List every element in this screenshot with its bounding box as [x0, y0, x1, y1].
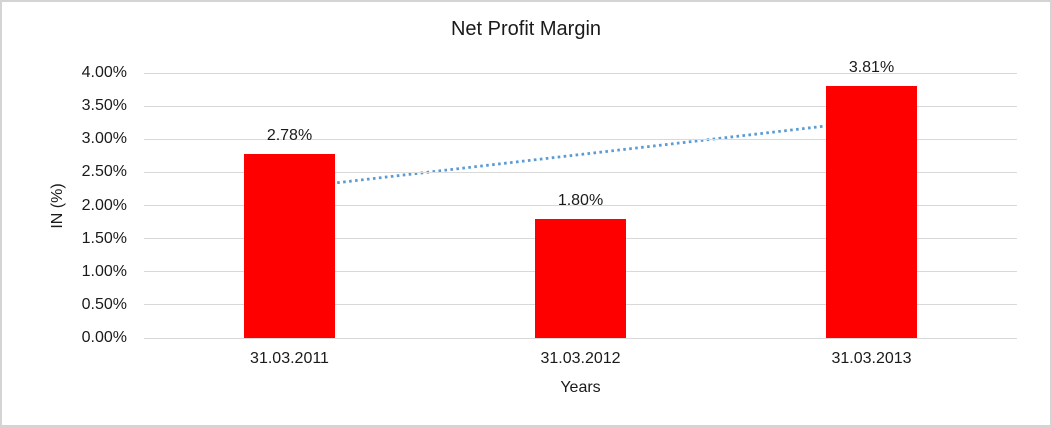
x-axis-tick-label: 31.03.2011	[250, 350, 329, 367]
chart-bar	[826, 85, 917, 338]
gridline	[144, 337, 1017, 339]
chart-bar	[535, 218, 626, 338]
bar-value-label: 1.80%	[557, 191, 604, 209]
x-axis-tick-label: 31.03.2012	[540, 350, 621, 367]
y-axis-tick-label: 2.50%	[81, 163, 127, 181]
y-axis-tick-label: 1.00%	[81, 262, 127, 280]
gridline	[144, 205, 1017, 206]
y-axis-tick-label: 0.50%	[81, 295, 127, 313]
x-axis-tick-label: 31.03.2013	[831, 350, 912, 367]
chart-title: Net Profit Margin	[450, 18, 602, 40]
gridline	[144, 138, 1017, 140]
y-axis-tick-label: 3.00%	[81, 130, 127, 148]
bar-value-label: 3.81%	[848, 58, 895, 76]
chart-bar	[244, 153, 335, 338]
gridline	[144, 72, 1017, 74]
gridline	[144, 171, 1017, 173]
gridline	[144, 105, 1017, 107]
y-axis-tick-label: 4.00%	[81, 64, 127, 81]
y-axis-tick-label: 2.00%	[81, 196, 127, 214]
y-axis-tick-label: 3.50%	[81, 97, 127, 115]
y-axis-tick-label: 1.50%	[81, 229, 127, 247]
x-axis-title: Years	[560, 379, 601, 396]
y-axis-tick-label: 0.00%	[81, 329, 127, 346]
bar-value-label: 2.78%	[266, 126, 313, 144]
